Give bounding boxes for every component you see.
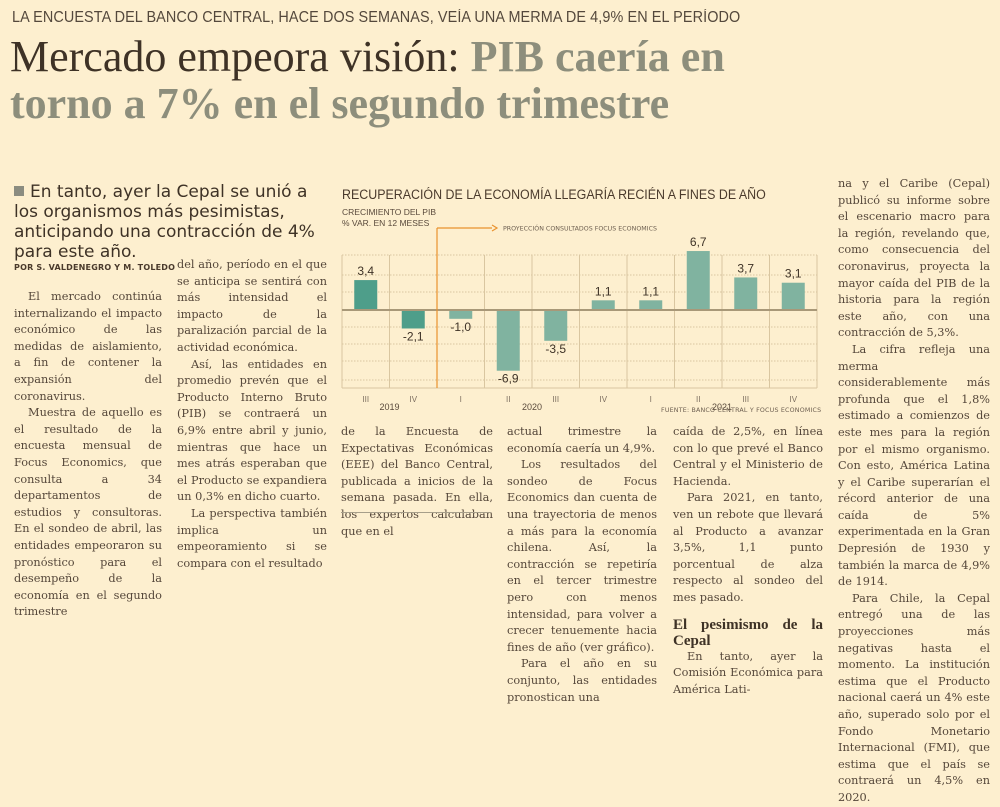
subheading: El pesimismo de la Cepal xyxy=(673,616,823,649)
bar xyxy=(544,310,568,341)
bar xyxy=(496,310,520,371)
bar-value-label: -3,5 xyxy=(545,342,566,356)
paragraph: caída de 2,5%, en línea con lo que prevé… xyxy=(673,425,823,488)
bar xyxy=(686,251,710,310)
square-bullet-icon xyxy=(14,186,24,196)
x-tick-label: III xyxy=(742,395,749,404)
deck-text: En tanto, ayer la Cepal se unió a los or… xyxy=(14,182,315,262)
article-deck: En tanto, ayer la Cepal se unió a los or… xyxy=(14,182,324,262)
x-tick-label: IV xyxy=(789,395,797,404)
paragraph: del año, período en el que se anticipa s… xyxy=(177,258,327,354)
x-tick-label: II xyxy=(696,395,700,404)
bar-value-label: 1,1 xyxy=(642,284,659,298)
year-label: 2019 xyxy=(379,402,399,410)
paragraph: Así, las entidades en promedio prevén qu… xyxy=(177,357,327,504)
paragraph: Para Chile, la Cepal entregó una de las … xyxy=(838,591,990,804)
year-label: 2021 xyxy=(712,402,732,410)
paragraph: La cifra refleja una merma considerablem… xyxy=(838,342,990,589)
chart-source: FUENTE: BANCO CENTRAL Y FOCUS ECONOMICS xyxy=(661,407,822,414)
x-tick-label: III xyxy=(552,395,559,404)
x-tick-label: II xyxy=(506,395,510,404)
paragraph: na y el Caribe (Cepal) publicó su inform… xyxy=(838,177,990,340)
body-column-1: El mercado continúa internalizando el im… xyxy=(14,289,162,621)
paragraph: Muestra de aquello es el resultado de la… xyxy=(14,406,162,619)
bar xyxy=(734,277,758,310)
paragraph: La perspectiva también implica un empeor… xyxy=(177,506,327,570)
headline-line-1: Mercado empeora visión: PIB caería en xyxy=(10,33,725,80)
chart-title: RECUPERACIÓN DE LA ECONOMÍA LLEGARÍA REC… xyxy=(342,187,766,202)
bar-value-label: 3,1 xyxy=(785,267,802,281)
bar xyxy=(449,310,473,319)
bar xyxy=(639,300,663,310)
bar xyxy=(591,300,615,310)
paragraph: Para 2021, en tanto, ven un rebote que l… xyxy=(673,491,823,604)
column-divider xyxy=(341,512,491,513)
bar-value-label: 3,7 xyxy=(737,261,754,275)
bar-value-label: 1,1 xyxy=(595,284,612,298)
paragraph: Los resultados del sondeo de Focus Econo… xyxy=(507,458,657,654)
x-tick-label: I xyxy=(460,395,462,404)
bar-value-label: -6,9 xyxy=(498,372,519,386)
bar-value-label: 6,7 xyxy=(690,235,707,249)
chart-subtitle-line-2: % VAR. EN 12 MESES xyxy=(342,218,430,228)
body-column-3: de la Encuesta de Expectativas Económica… xyxy=(341,424,493,540)
year-label: 2020 xyxy=(522,402,542,410)
chart-subtitle-line-1: CRECIMIENTO DEL PIB xyxy=(342,207,436,217)
chart-subtitle: CRECIMIENTO DEL PIB % VAR. EN 12 MESES xyxy=(342,207,436,229)
bar xyxy=(781,282,805,310)
bar-chart: 3,4 III -2,1 IV -1,0 I -6,9 II -3,5 III 1,1 IV 1,1 I 6… xyxy=(341,224,818,410)
paragraph: Para el año en su conjunto, las entidade… xyxy=(507,657,657,704)
x-tick-label: III xyxy=(362,395,369,404)
bar-value-label: -1,0 xyxy=(450,320,471,334)
headline-part-1: Mercado empeora visión: xyxy=(10,32,471,81)
bar xyxy=(354,280,378,310)
headline-line-2: torno a 7% en el segundo trimestre xyxy=(10,79,670,128)
article-kicker: LA ENCUESTA DEL BANCO CENTRAL, HACE DOS … xyxy=(12,9,741,26)
bar-value-label: -2,1 xyxy=(403,329,424,343)
paragraph: de la Encuesta de Expectativas Económica… xyxy=(341,425,493,538)
paragraph: En tanto, ayer la Comisión Económica par… xyxy=(673,649,823,696)
body-column-4: actual trimestre la economía caería un 4… xyxy=(507,424,657,706)
x-tick-label: IV xyxy=(599,395,607,404)
projection-label: PROYECCIÓN CONSULTADOS FOCUS ECONOMICS xyxy=(503,224,657,233)
paragraph: actual trimestre la economía caería un 4… xyxy=(507,425,657,455)
paragraph: El mercado continúa internalizando el im… xyxy=(14,290,162,403)
body-column-6: na y el Caribe (Cepal) publicó su inform… xyxy=(838,176,990,807)
x-tick-label: IV xyxy=(409,395,417,404)
x-tick-label: I xyxy=(650,395,652,404)
body-column-5: caída de 2,5%, en línea con lo que prevé… xyxy=(673,424,823,698)
arrow-right-icon xyxy=(491,224,499,232)
headline-part-2: PIB caería en xyxy=(470,32,725,81)
article-headline: Mercado empeora visión: PIB caería en to… xyxy=(10,33,725,127)
bar xyxy=(401,310,425,329)
bar-value-label: 3,4 xyxy=(357,264,374,278)
body-column-2: del año, período en el que se anticipa s… xyxy=(177,257,327,572)
byline: POR S. VALDENEGRO Y M. TOLEDO xyxy=(14,263,176,272)
